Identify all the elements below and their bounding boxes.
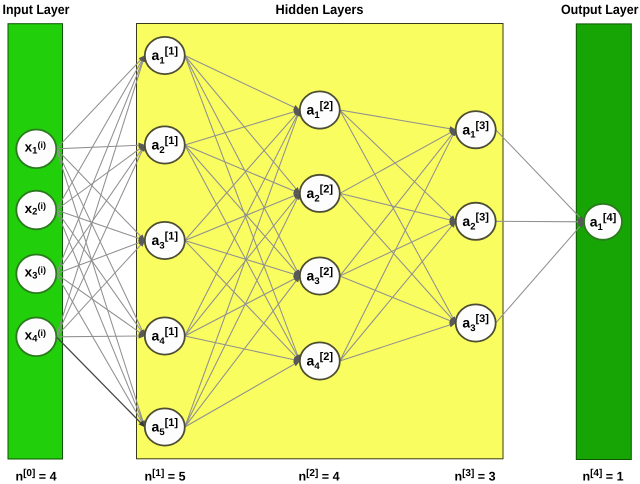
svg-text:a2[3]: a2[3] — [462, 212, 489, 233]
svg-text:n[2] = 4: n[2] = 4 — [298, 468, 339, 484]
svg-text:n[4] = 1: n[4] = 1 — [582, 468, 623, 484]
svg-text:a1[3]: a1[3] — [462, 120, 489, 141]
svg-text:n[3] = 3: n[3] = 3 — [454, 468, 495, 484]
svg-text:n[1] = 5: n[1] = 5 — [144, 468, 185, 484]
svg-text:Input Layer: Input Layer — [3, 2, 71, 17]
svg-text:n[0] = 4: n[0] = 4 — [15, 468, 56, 484]
svg-text:Hidden Layers: Hidden Layers — [276, 2, 364, 17]
svg-text:Output Layer: Output Layer — [561, 2, 639, 17]
